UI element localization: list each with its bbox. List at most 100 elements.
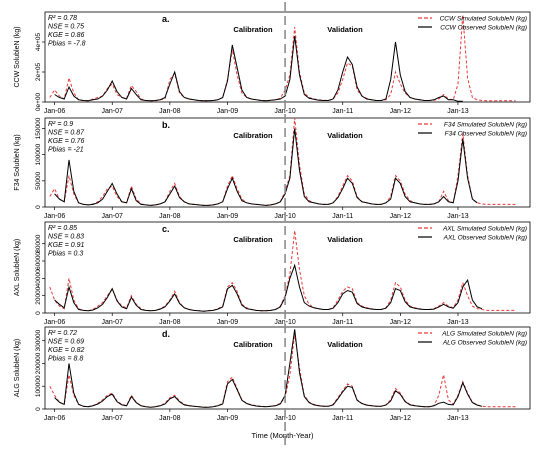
legend-entry: AXL Simulated SolubleN (kg) — [442, 225, 527, 232]
fit-statistic: NSE = 0.75 — [48, 24, 84, 31]
period-label-calibration: Calibration — [233, 235, 273, 244]
legend-entry: F34 Simulated SolubleN (kg) — [444, 121, 527, 128]
observed-series-line — [54, 263, 483, 312]
x-tick-label: Jan-13 — [447, 213, 469, 220]
x-tick-label: Jan-06 — [44, 319, 66, 326]
y-tick-label: 50000 — [35, 171, 42, 189]
panel-0: 0e+00 2e+05 4e+05 CCW SolubleN (kg) Jan-06 Ja… — [14, 11, 531, 115]
fit-statistic: R² = 0.9 — [48, 121, 73, 128]
plot-frame — [44, 11, 531, 103]
x-tick-label: Jan-07 — [102, 415, 124, 422]
y-tick-label: 80000 — [35, 234, 42, 252]
x-tick-label: Jan-09 — [217, 213, 239, 220]
observed-series-line — [54, 128, 478, 206]
y-tick-label: 0 — [35, 311, 42, 315]
fit-statistic: NSE = 0.83 — [48, 234, 84, 241]
legend-entry: ALG Observed SolubleN (kg) — [442, 339, 527, 346]
fit-statistic: Pbias = -7.8 — [48, 41, 86, 48]
y-tick-label: 2e+05 — [35, 62, 42, 81]
x-tick-label: Jan-12 — [390, 213, 412, 220]
y-tick-label: 40000 — [35, 269, 42, 287]
x-tick-label: Jan-08 — [159, 319, 181, 326]
y-tick-label: 4e+05 — [35, 32, 42, 51]
fit-statistic: KGE = 0.76 — [48, 138, 84, 145]
x-axis-title: Time (Month-Year) — [252, 431, 314, 440]
x-tick-label: Jan-10 — [274, 415, 296, 422]
x-tick-label: Jan-07 — [102, 213, 124, 220]
fit-statistic: R² = 0.72 — [48, 330, 77, 337]
period-label-validation: Validation — [327, 25, 363, 34]
fit-statistic: NSE = 0.69 — [48, 339, 84, 346]
y-tick-label: 20000 — [35, 286, 42, 304]
x-tick-label: Jan-13 — [447, 319, 469, 326]
x-tick-label: Jan-09 — [217, 108, 239, 115]
x-tick-label: Jan-06 — [44, 108, 66, 115]
legend-entry: CCW Simulated SolubleN (kg) — [440, 15, 527, 22]
x-tick-label: Jan-11 — [332, 108, 353, 115]
fit-statistic: Pbias = 0.3 — [48, 251, 83, 258]
y-axis-label: AXL SolubleN (kg) — [14, 239, 21, 296]
x-tick-label: Jan-08 — [159, 415, 181, 422]
x-tick-label: Jan-08 — [159, 213, 181, 220]
period-label-validation: Validation — [327, 131, 363, 140]
y-axis-label: ALG SolubleN (kg) — [14, 339, 21, 397]
x-tick-label: Jan-06 — [44, 415, 66, 422]
x-tick-label: Jan-12 — [390, 108, 412, 115]
y-tick-label: 300000 — [35, 329, 42, 351]
x-tick-label: Jan-12 — [390, 319, 412, 326]
fit-statistic: Pbias = -21 — [48, 147, 84, 154]
fit-statistic: R² = 0.85 — [48, 225, 77, 232]
legend-entry: F34 Observed SolubleN (kg) — [445, 130, 527, 137]
simulated-series-line — [49, 230, 516, 312]
y-tick-label: 100000 — [35, 375, 42, 397]
fit-statistic: KGE = 0.82 — [48, 347, 84, 354]
simulated-series-line — [49, 117, 516, 206]
x-tick-label: Jan-10 — [274, 319, 296, 326]
panel-letter: d. — [162, 329, 170, 339]
y-tick-label: 0e+00 — [35, 92, 42, 111]
legend-entry: CCW Observed SolubleN (kg) — [440, 24, 527, 31]
y-tick-label: 150000 — [35, 117, 42, 139]
period-label-validation: Validation — [327, 340, 363, 349]
y-tick-label: 60000 — [35, 252, 42, 270]
fit-statistic: KGE = 0.86 — [48, 32, 84, 39]
period-label-calibration: Calibration — [233, 131, 273, 140]
legend-entry: ALG Simulated SolubleN (kg) — [441, 330, 527, 337]
y-tick-label: 0 — [35, 407, 42, 411]
x-tick-label: Jan-08 — [159, 108, 181, 115]
fit-statistic: KGE = 0.91 — [48, 242, 84, 249]
y-tick-label: 0 — [35, 205, 42, 209]
x-tick-label: Jan-09 — [217, 319, 239, 326]
panel-1: 0 50000 100000 150000 F34 SolubleN (kg) Jan-0… — [14, 117, 531, 220]
fit-statistic: NSE = 0.87 — [48, 130, 85, 137]
observed-series-line — [54, 35, 463, 102]
x-tick-label: Jan-10 — [274, 108, 296, 115]
observed-series-line — [54, 329, 483, 408]
y-tick-label: 100000 — [35, 143, 42, 165]
plot-frame — [44, 326, 531, 410]
x-tick-label: Jan-11 — [332, 319, 353, 326]
panel-letter: c. — [162, 224, 170, 234]
period-label-calibration: Calibration — [233, 25, 273, 34]
panel-letter: a. — [162, 14, 170, 24]
legend-entry: AXL Observed SolubleN (kg) — [443, 234, 527, 241]
x-tick-label: Jan-12 — [390, 415, 412, 422]
x-tick-label: Jan-09 — [217, 415, 239, 422]
x-tick-label: Jan-11 — [332, 415, 353, 422]
period-label-calibration: Calibration — [233, 340, 273, 349]
y-axis-label: F34 SolubleN (kg) — [14, 134, 21, 190]
x-tick-label: Jan-13 — [447, 415, 469, 422]
period-label-validation: Validation — [327, 235, 363, 244]
panels-group: 0e+00 2e+05 4e+05 CCW SolubleN (kg) Jan-06 Ja… — [14, 11, 531, 422]
y-axis-label: CCW SolubleN (kg) — [14, 26, 21, 87]
fit-statistic: Pbias = 8.8 — [48, 356, 83, 363]
panel-letter: b. — [162, 120, 170, 130]
x-tick-label: Jan-07 — [102, 319, 124, 326]
x-tick-label: Jan-07 — [102, 108, 124, 115]
x-tick-label: Jan-13 — [447, 108, 469, 115]
plot-frame — [44, 117, 531, 208]
y-tick-label: 200000 — [35, 352, 42, 374]
